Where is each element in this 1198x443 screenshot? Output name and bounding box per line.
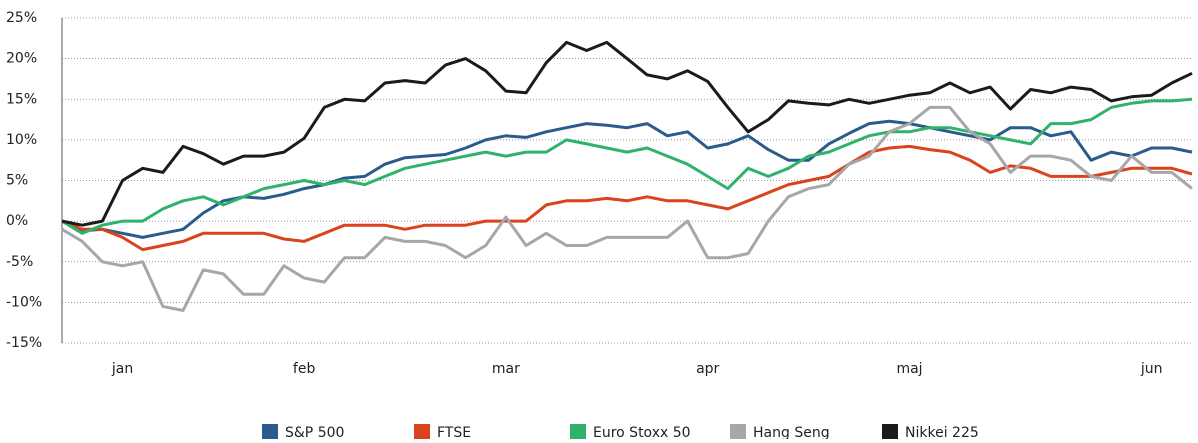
legend-label: Hang Seng <box>753 425 830 439</box>
y-tick-label: 10% <box>6 132 37 148</box>
legend-swatch <box>882 424 898 440</box>
series-line <box>61 119 1193 239</box>
legend-swatch <box>414 424 430 440</box>
x-tick-label: feb <box>293 361 316 377</box>
y-tick-label: 25% <box>6 10 37 26</box>
y-tick-label: -15% <box>6 335 42 351</box>
x-tick-label: jan <box>111 361 133 377</box>
x-tick-label: mar <box>492 361 520 377</box>
legend-swatch <box>262 424 278 440</box>
series-line <box>61 40 1193 227</box>
y-tick-label: -10% <box>6 294 42 310</box>
y-tick-label: -5% <box>6 254 33 270</box>
legend-label: S&P 500 <box>285 425 344 439</box>
y-tick-label: 15% <box>6 91 37 107</box>
series-line <box>61 144 1193 252</box>
y-tick-label: 5% <box>6 173 28 189</box>
x-tick-label: maj <box>896 361 922 377</box>
y-tick-label: 0% <box>6 213 28 229</box>
series-line <box>61 97 1193 235</box>
x-tick-label: jun <box>1140 361 1163 377</box>
legend-label: Nikkei 225 <box>905 425 979 439</box>
x-tick-label: apr <box>696 361 719 377</box>
legend-swatch <box>570 424 586 440</box>
y-tick-label: 20% <box>6 51 37 67</box>
series-line <box>61 105 1193 312</box>
legend-swatch <box>730 424 746 440</box>
legend-label: Euro Stoxx 50 <box>593 425 691 439</box>
legend-label: FTSE <box>437 425 471 439</box>
